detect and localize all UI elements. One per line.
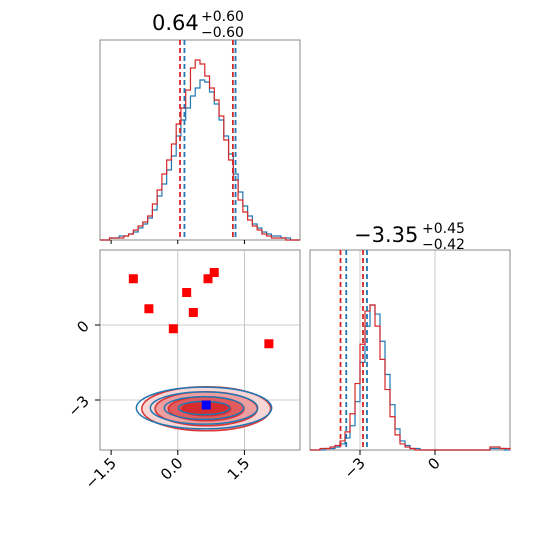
tick-label-y-0: −3 xyxy=(64,392,92,420)
tick-label-x-0: −1.5 xyxy=(81,454,119,492)
tick-label-y-1: 0 xyxy=(73,317,92,336)
outlier-point-6 xyxy=(209,268,219,277)
histogram-panel-param2: −3 0 xyxy=(309,249,511,482)
title-param1-median: 0.64 xyxy=(152,11,199,35)
outlier-point-5 xyxy=(203,274,213,284)
contour-blue-3 xyxy=(135,386,273,430)
outlier-point-4 xyxy=(168,324,178,334)
title-param2-minus: −0.42 xyxy=(422,237,465,253)
tick-label-x-2: 1.5 xyxy=(224,454,254,484)
title-param1-plus: +0.60 xyxy=(201,9,244,25)
outlier-point-2 xyxy=(182,288,192,297)
title-param1-minus: −0.60 xyxy=(201,25,244,41)
title-param2-median: −3.35 xyxy=(354,223,418,247)
hist-series-red xyxy=(310,304,511,451)
title-param2-plus: +0.45 xyxy=(422,221,465,237)
truth-point xyxy=(201,400,211,410)
panel-frame xyxy=(99,39,301,241)
tick-label-c-0: −3 xyxy=(340,454,368,482)
tick-label-c-1: 0 xyxy=(424,454,443,473)
outlier-point-1 xyxy=(144,304,154,314)
tick-label-x-1: 0.0 xyxy=(157,454,187,484)
outlier-point-7 xyxy=(264,339,274,349)
outlier-point-3 xyxy=(188,308,198,317)
contour-blue-2 xyxy=(149,391,259,425)
hist-series-red xyxy=(100,59,300,241)
histogram-panel-param1 xyxy=(99,39,301,244)
scatter-contour-panel: −1.5 0.0 1.5 −3 0 xyxy=(64,249,301,493)
panel-frame xyxy=(309,249,511,451)
contour-blue-1 xyxy=(163,395,245,421)
outlier-point-0 xyxy=(128,274,138,284)
